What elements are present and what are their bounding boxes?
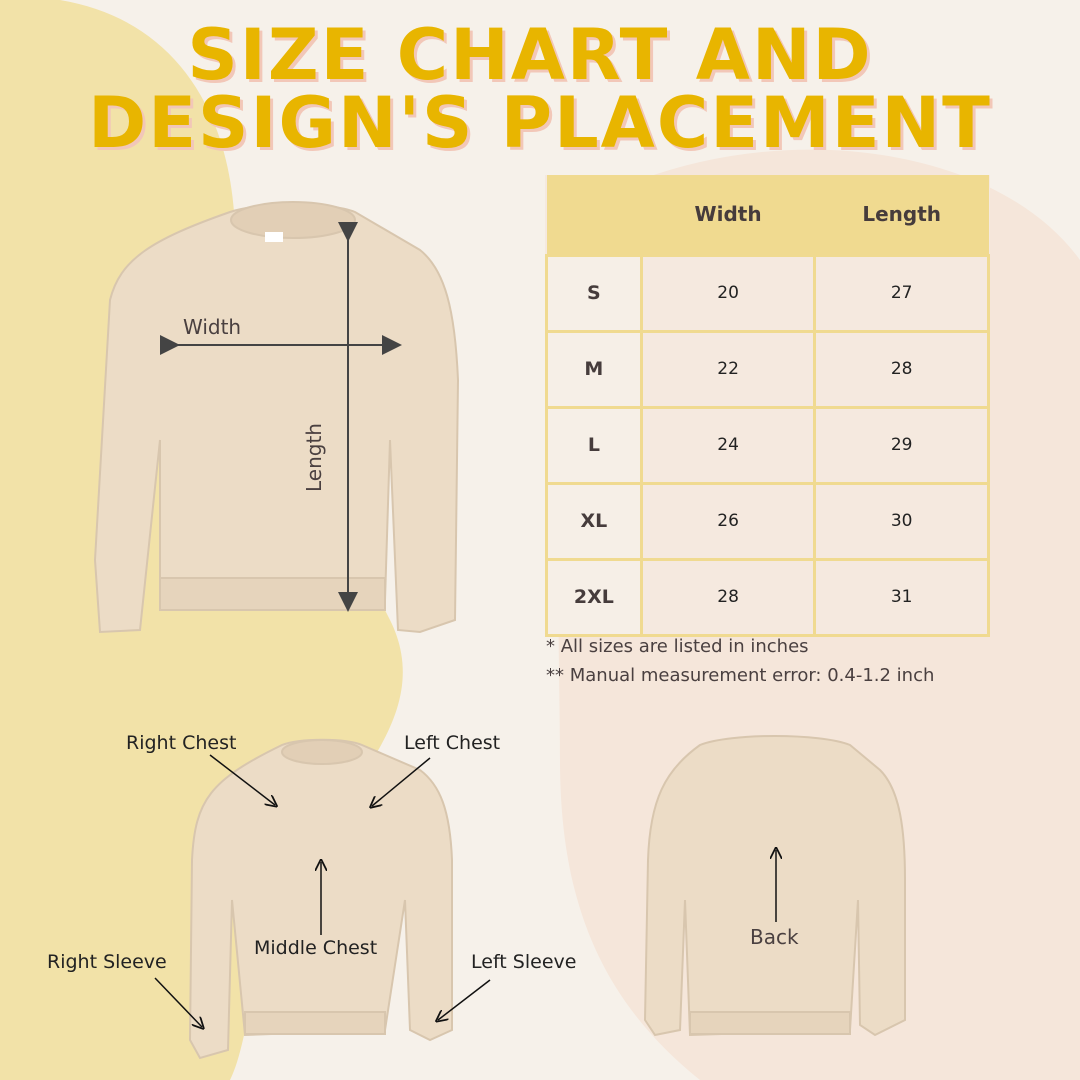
table-row: XL 26 30	[545, 481, 990, 561]
length-cell: 31	[813, 557, 990, 637]
note-units: * All sizes are listed in inches	[546, 636, 809, 657]
width-cell: 24	[639, 405, 817, 485]
size-cell: L	[545, 405, 643, 485]
label-tag	[265, 232, 283, 242]
left-chest-label: Left Chest	[404, 732, 501, 754]
size-cell: XL	[545, 481, 643, 561]
right-chest-label: Right Chest	[126, 732, 237, 754]
size-chart-table: Width Length S 20 27 M 22 28 L 24 29 XL 26 30 2X…	[545, 175, 990, 637]
length-cell: 30	[813, 481, 990, 561]
header-length: Length	[814, 175, 989, 255]
middle-chest-label: Middle Chest	[254, 937, 378, 959]
width-label: Width	[183, 315, 242, 339]
left-chest-arrow	[372, 757, 431, 806]
left-sleeve-label: Left Sleeve	[471, 951, 577, 973]
table-row: 2XL 28 31	[545, 557, 990, 637]
size-cell: 2XL	[545, 557, 643, 637]
title-line-2: DESIGN'S PLACEMENT	[88, 82, 992, 164]
right-sleeve-arrow	[154, 977, 202, 1027]
header-size	[546, 175, 642, 255]
width-cell: 20	[639, 253, 817, 333]
width-cell: 26	[639, 481, 817, 561]
title-line-1: SIZE CHART AND	[187, 14, 873, 96]
table-row: L 24 29	[545, 405, 990, 485]
note-error: ** Manual measurement error: 0.4-1.2 inc…	[546, 665, 935, 686]
length-cell: 27	[813, 253, 990, 333]
width-cell: 22	[639, 329, 817, 409]
width-cell: 28	[639, 557, 817, 637]
table-row: S 20 27	[545, 253, 990, 333]
right-sleeve-label: Right Sleeve	[47, 951, 167, 973]
table-row: M 22 28	[545, 329, 990, 409]
right-chest-arrow	[209, 754, 275, 805]
back-sweatshirt	[643, 735, 906, 1037]
main-sweatshirt	[93, 201, 460, 634]
header-width: Width	[641, 175, 815, 255]
length-label: Length	[302, 423, 326, 492]
length-cell: 28	[813, 329, 990, 409]
size-cell: M	[545, 329, 643, 409]
back-label: Back	[750, 925, 799, 949]
length-cell: 29	[813, 405, 990, 485]
left-sleeve-arrow	[438, 979, 491, 1020]
size-cell: S	[545, 253, 643, 333]
